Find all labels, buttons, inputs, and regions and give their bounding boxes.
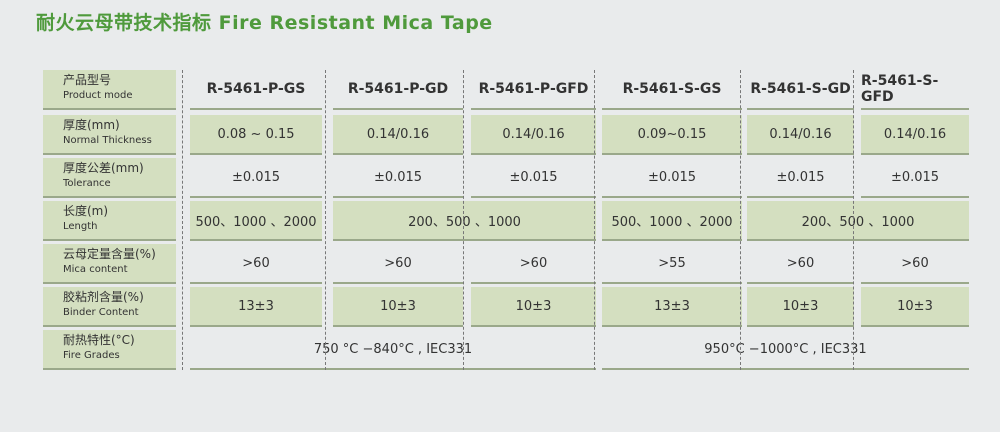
table-cell: 750 °C −840°C , IEC331	[190, 330, 596, 370]
table-cell: 0.14/0.16	[333, 115, 463, 155]
label-en: Length	[63, 221, 98, 232]
label-zh: 云母定量含量(%)	[63, 247, 156, 261]
row-label: 产品型号 Product mode	[43, 70, 176, 110]
label-zh: 胶粘剂含量(%)	[63, 290, 144, 304]
table-cell: >60	[747, 244, 854, 284]
table-cell: 0.14/0.16	[471, 115, 596, 155]
label-en: Tolerance	[63, 178, 111, 189]
divider	[182, 70, 183, 370]
label-en: Normal Thickness	[63, 135, 152, 146]
column-header: R-5461-S-GS	[602, 70, 742, 110]
row-label: 耐热特性(°C) Fire Grades	[43, 330, 176, 370]
table-cell: 10±3	[471, 287, 596, 327]
label-zh: 厚度(mm)	[63, 118, 120, 132]
page-title: 耐火云母带技术指标 Fire Resistant Mica Tape	[36, 12, 493, 34]
column-header: R-5461-P-GS	[190, 70, 322, 110]
row-label: 长度(m) Length	[43, 201, 176, 241]
table-cell: >60	[471, 244, 596, 284]
table-cell: 500、1000 、2000	[190, 201, 322, 241]
column-header: R-5461-P-GD	[333, 70, 463, 110]
label-zh: 长度(m)	[63, 204, 109, 218]
row-label: 厚度(mm) Normal Thickness	[43, 115, 176, 155]
column-header: R-5461-P-GFD	[471, 70, 596, 110]
table-cell: ±0.015	[190, 158, 322, 198]
table-cell: 0.14/0.16	[747, 115, 854, 155]
table-cell: >60	[861, 244, 969, 284]
table-cell: 10±3	[747, 287, 854, 327]
divider	[740, 70, 741, 370]
column-header: R-5461-S-GFD	[861, 70, 969, 110]
label-en: Product mode	[63, 90, 133, 101]
label-zh: 产品型号	[63, 73, 112, 87]
table-cell: 200、500 、1000	[333, 201, 596, 241]
label-zh: 厚度公差(mm)	[63, 161, 144, 175]
divider	[594, 70, 595, 370]
row-label: 云母定量含量(%) Mica content	[43, 244, 176, 284]
table-cell: 200、500 、1000	[747, 201, 969, 241]
table-cell: >60	[333, 244, 463, 284]
divider	[853, 70, 854, 370]
table-cell: ±0.015	[333, 158, 463, 198]
table-cell: 13±3	[190, 287, 322, 327]
table-cell: >55	[602, 244, 742, 284]
table-cell: 0.08 ~ 0.15	[190, 115, 322, 155]
column-header: R-5461-S-GD	[747, 70, 854, 110]
table-cell: 10±3	[861, 287, 969, 327]
table-cell: 0.09~0.15	[602, 115, 742, 155]
label-zh: 耐热特性(°C)	[63, 333, 135, 347]
table-cell: ±0.015	[861, 158, 969, 198]
table-cell: 0.14/0.16	[861, 115, 969, 155]
table-cell: 500、1000 、2000	[602, 201, 742, 241]
table-cell: 950°C −1000°C , IEC331	[602, 330, 969, 370]
table-cell: 13±3	[602, 287, 742, 327]
table-cell: >60	[190, 244, 322, 284]
row-label: 胶粘剂含量(%) Binder Content	[43, 287, 176, 327]
label-en: Binder Content	[63, 307, 139, 318]
table-cell: 10±3	[333, 287, 463, 327]
divider	[325, 70, 326, 370]
row-label: 厚度公差(mm) Tolerance	[43, 158, 176, 198]
table-cell: ±0.015	[471, 158, 596, 198]
label-en: Fire Grades	[63, 350, 120, 361]
label-en: Mica content	[63, 264, 128, 275]
table-cell: ±0.015	[747, 158, 854, 198]
divider	[463, 70, 464, 370]
table-cell: ±0.015	[602, 158, 742, 198]
